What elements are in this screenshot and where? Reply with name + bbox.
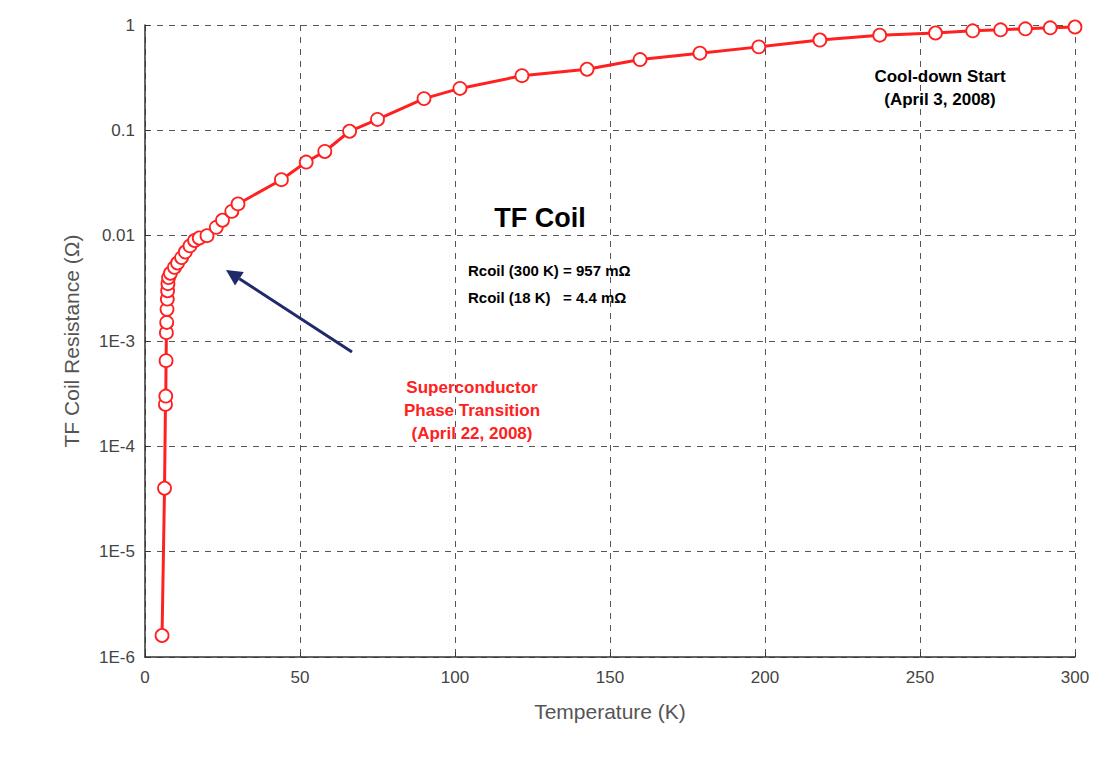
svg-text:300: 300	[1061, 668, 1089, 687]
svg-text:1E-4: 1E-4	[99, 437, 135, 456]
svg-text:150: 150	[596, 668, 624, 687]
svg-text:(April 3, 2008): (April 3, 2008)	[884, 90, 996, 109]
svg-text:1E-5: 1E-5	[99, 542, 135, 561]
svg-text:1E-6: 1E-6	[99, 648, 135, 667]
svg-text:Rcoil (18 K) = 4.4 mΩ: Rcoil (18 K) = 4.4 mΩ	[468, 289, 626, 306]
svg-text:Superconductor: Superconductor	[406, 378, 538, 397]
svg-text:Rcoil (300 K) = 957 mΩ: Rcoil (300 K) = 957 mΩ	[468, 262, 631, 279]
svg-text:100: 100	[441, 668, 469, 687]
svg-text:0.01: 0.01	[102, 226, 135, 245]
svg-text:200: 200	[751, 668, 779, 687]
svg-text:(April 22, 2008): (April 22, 2008)	[412, 424, 533, 443]
svg-text:Cool-down Start: Cool-down Start	[874, 67, 1006, 86]
svg-text:TF Coil Resistance (Ω): TF Coil Resistance (Ω)	[60, 235, 83, 448]
svg-text:Temperature (K): Temperature (K)	[534, 700, 686, 723]
svg-text:0.1: 0.1	[111, 121, 135, 140]
svg-text:1: 1	[126, 16, 135, 35]
svg-text:0: 0	[140, 668, 149, 687]
svg-text:250: 250	[906, 668, 934, 687]
svg-text:Phase Transition: Phase Transition	[404, 401, 540, 420]
svg-text:50: 50	[291, 668, 310, 687]
svg-text:TF Coil: TF Coil	[494, 203, 585, 233]
svg-text:1E-3: 1E-3	[99, 332, 135, 351]
